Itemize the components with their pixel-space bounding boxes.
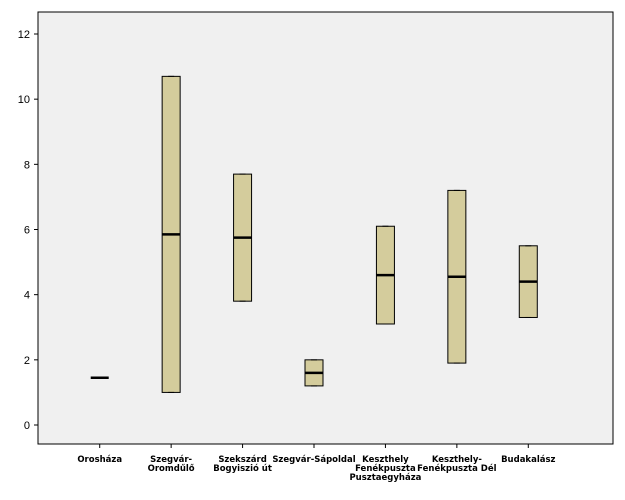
- y-tick-label: 4: [24, 290, 30, 302]
- x-tick-label: Szegvár-Oromdűlő: [148, 455, 195, 474]
- boxes: [90, 75, 538, 393]
- box-group: [447, 189, 467, 364]
- y-tick-label: 12: [18, 29, 30, 41]
- box-group: [233, 173, 253, 302]
- x-tick-label: Keszthely-Fenékpuszta Dél: [417, 455, 496, 474]
- y-tick-label: 2: [24, 355, 30, 367]
- box-group: [304, 359, 324, 387]
- box-group: [375, 225, 395, 325]
- y-tick-label: 8: [24, 159, 30, 171]
- box-group: [161, 75, 181, 393]
- y-tick-label: 6: [24, 225, 30, 237]
- y-tick-label: 10: [18, 94, 30, 106]
- x-tick-label: Orosháza: [77, 455, 122, 465]
- plot-area: [37, 11, 614, 445]
- box-group: [518, 245, 538, 318]
- x-tick-label: Budakalász: [501, 455, 555, 465]
- x-tick-label: Szekszárd Bogyiszió út: [213, 455, 272, 474]
- y-tick-label: 0: [24, 420, 30, 432]
- x-axis: Orosháza Szegvár-Oromdűlő Szekszárd Bogyisz…: [77, 444, 556, 483]
- x-tick-label: Szegvár-Sápoldal: [272, 455, 355, 465]
- y-axis: 0 2 4 6 8 10 12: [18, 29, 38, 432]
- x-tick-label: Keszthely Fenékpuszta Pusztaegyháza: [349, 455, 421, 483]
